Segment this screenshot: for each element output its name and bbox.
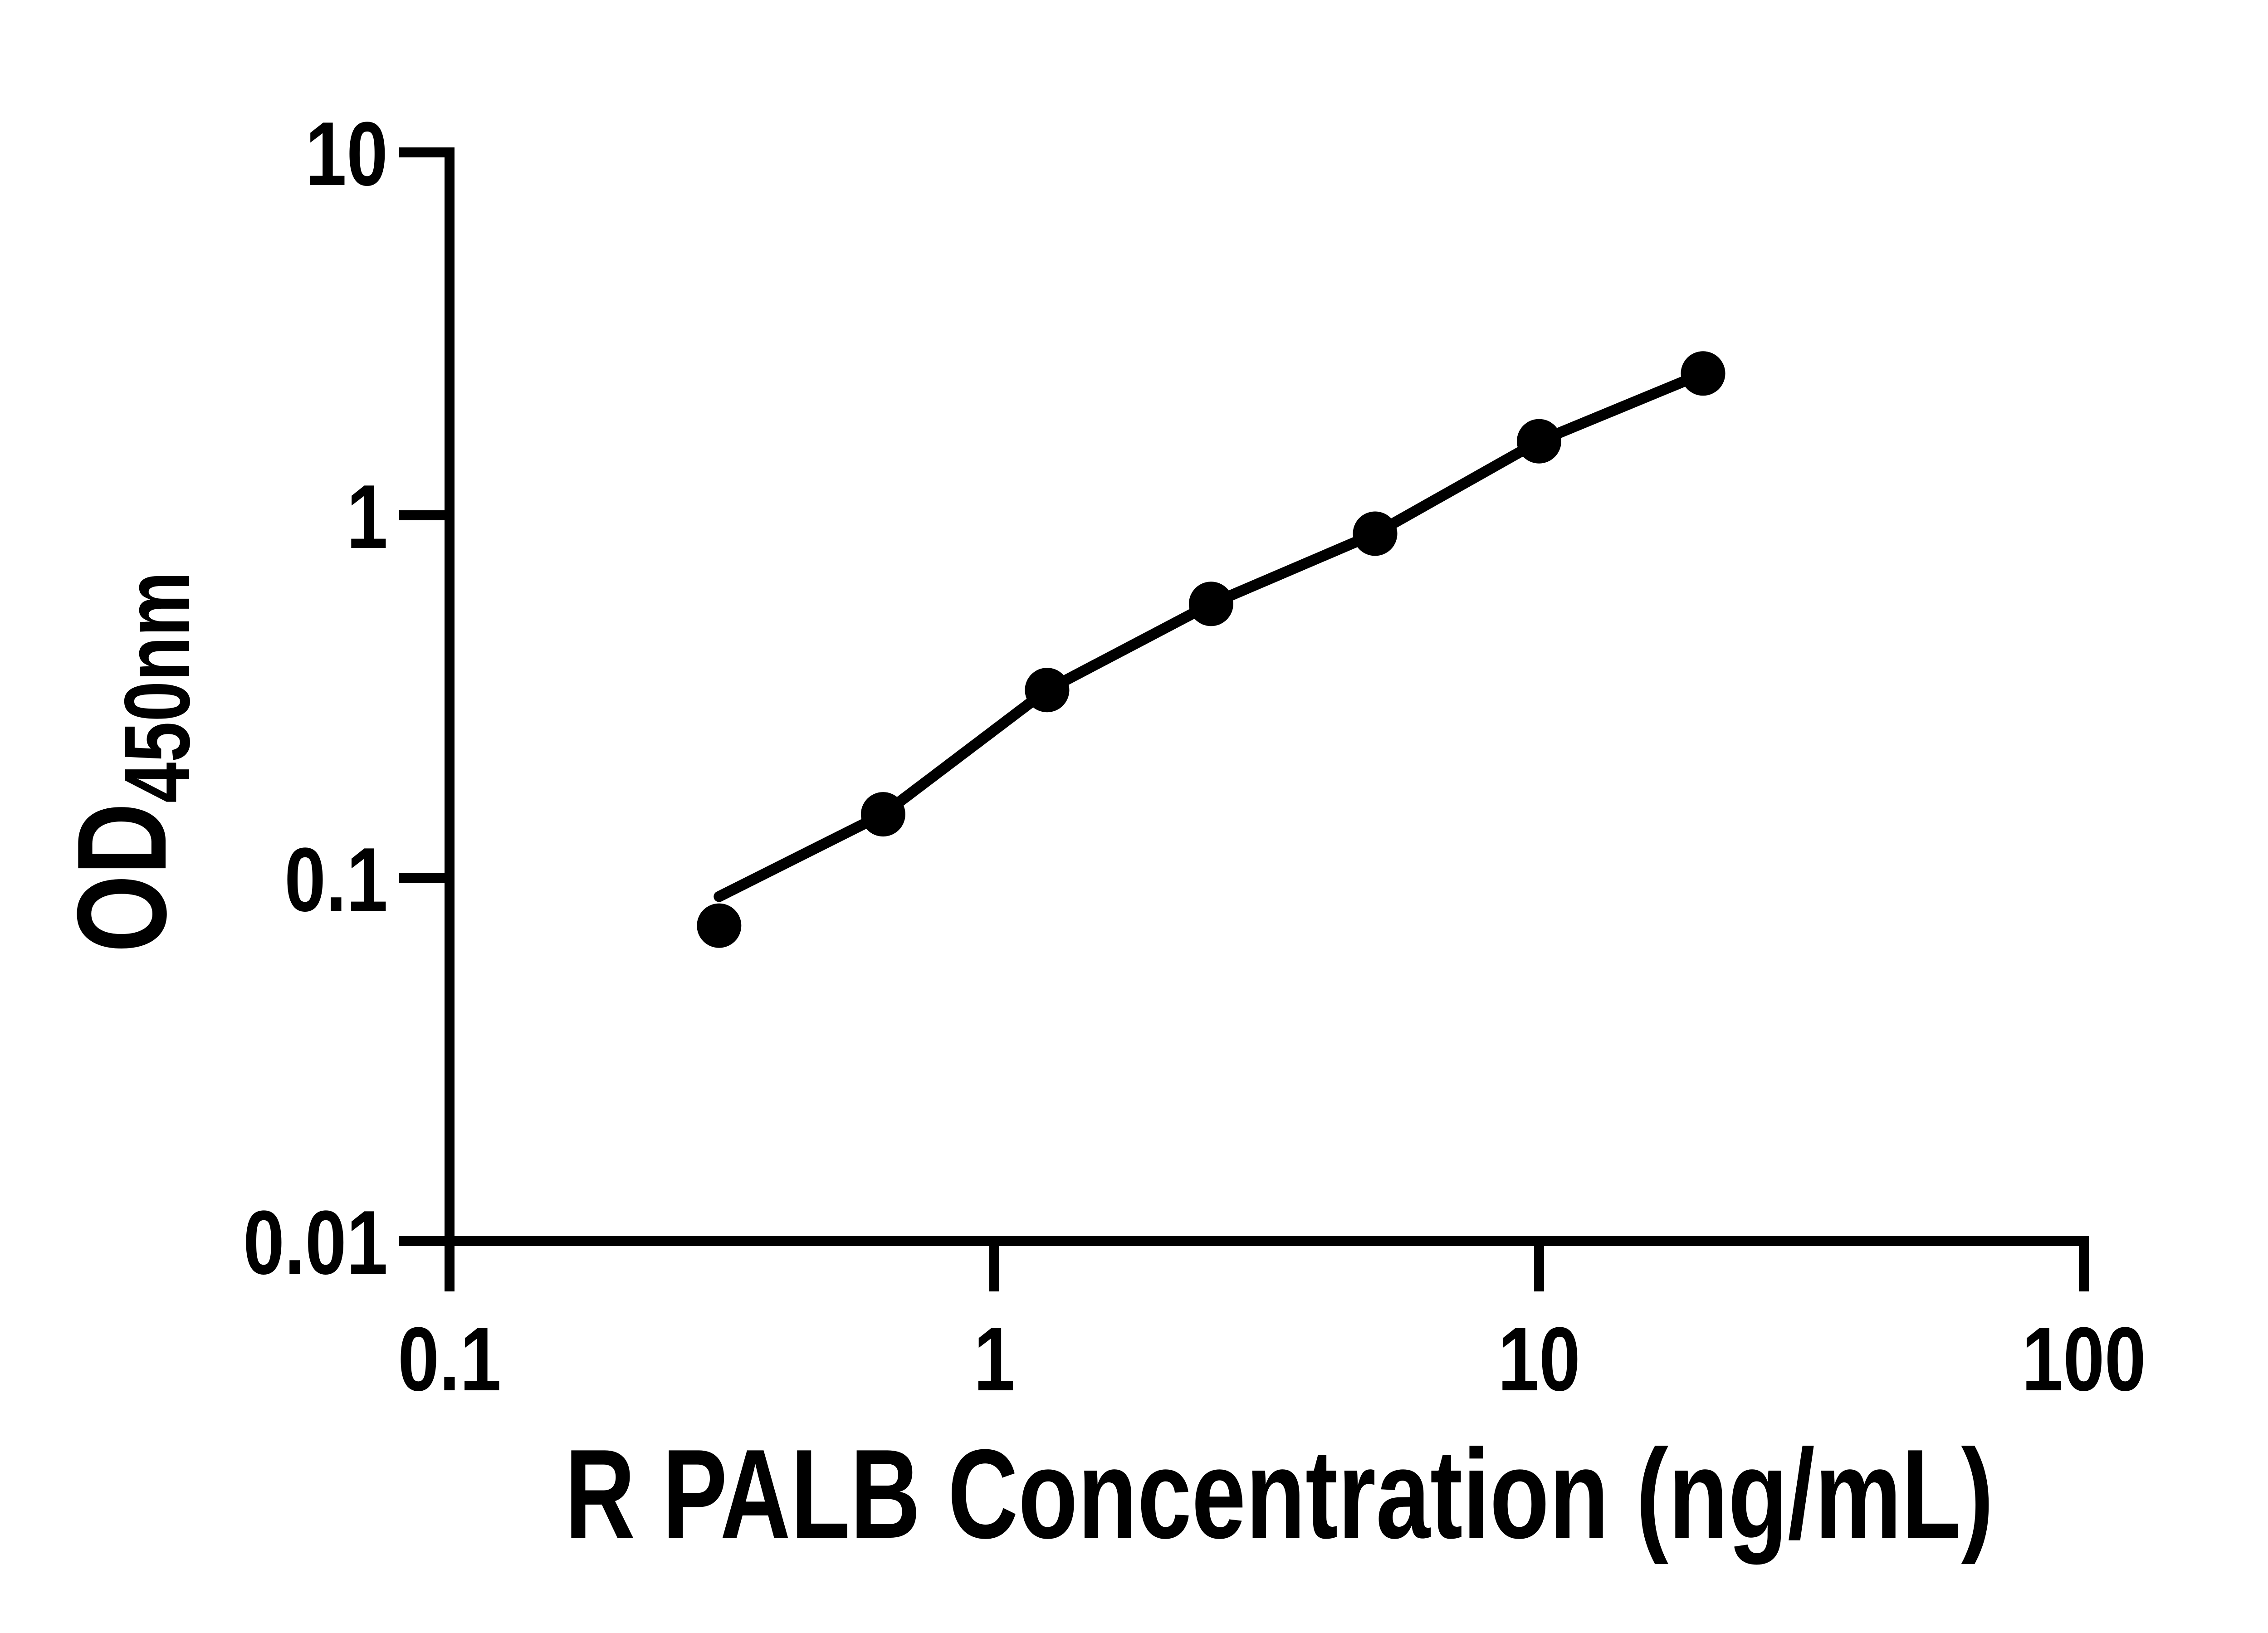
y-axis-title-subscript: 450nm — [105, 572, 209, 803]
x-tick-label: 0.1 — [398, 1309, 501, 1410]
axes — [445, 147, 2089, 1246]
data-point — [1188, 582, 1233, 626]
y-axis-ticks — [399, 147, 450, 1246]
x-tick-label: 1 — [974, 1309, 1015, 1410]
data-point — [697, 903, 742, 948]
y-axis-tick-labels: 0.01 0.1 1 10 — [243, 103, 388, 1293]
y-tick-label: 0.1 — [284, 829, 388, 930]
data-point — [860, 792, 905, 837]
data-point — [1517, 419, 1561, 464]
data-points — [697, 351, 1725, 948]
data-point — [1681, 351, 1725, 396]
data-point — [1353, 511, 1398, 556]
x-axis-ticks — [445, 1241, 2089, 1291]
y-tick-label: 1 — [347, 466, 388, 567]
x-axis-title: R PALB Concentration (ng/mL) — [565, 1423, 1994, 1565]
y-axis-title-main: OD — [51, 803, 193, 953]
y-tick-label: 0.01 — [243, 1192, 388, 1293]
y-axis-title: OD 450nm — [51, 572, 209, 953]
x-axis-tick-labels: 0.1 1 10 100 — [398, 1309, 2146, 1410]
x-tick-label: 100 — [2022, 1309, 2146, 1410]
data-point — [1025, 668, 1070, 713]
x-tick-label: 10 — [1498, 1309, 1580, 1410]
y-tick-label: 10 — [305, 103, 388, 205]
